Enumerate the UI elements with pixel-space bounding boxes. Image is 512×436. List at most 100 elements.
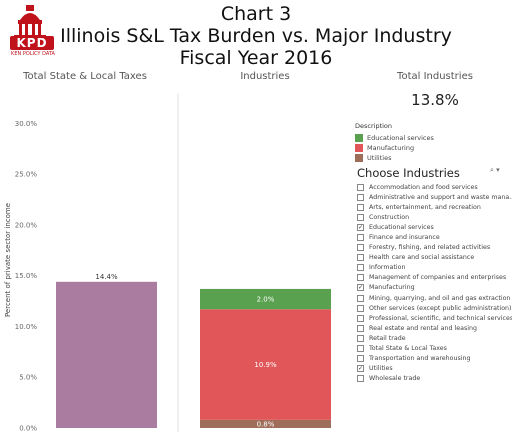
legend-label: Utilities [367,154,392,162]
checkbox-unchecked[interactable] [357,244,364,252]
filter-item-label: Professional, scientific, and technical … [369,314,512,322]
filter-item-label: Accommodation and food services [369,183,478,191]
right-panel-title: Total Industries [397,71,473,82]
filter-item[interactable]: Other services (except public administra… [357,303,512,313]
filter-item-label: Educational services [369,223,434,231]
legend-swatch [355,144,363,152]
filter-item[interactable]: Transportation and warehousing [357,354,512,364]
logo-text: KPD [10,36,54,50]
filter-item-label: Retail trade [369,334,406,342]
filter-item[interactable]: Administrative and support and waste man… [357,192,512,202]
filter-item-label: Finance and insurance [369,234,440,242]
stacked-segment-manufacturing[interactable] [200,309,331,420]
chart-title-line2: Illinois S&L Tax Burden vs. Major Indust… [60,25,452,47]
checkbox-unchecked[interactable] [357,193,364,201]
legend: Description Educational services Manufact… [355,122,434,163]
segment-data-label: 0.8% [257,420,275,428]
filter-item[interactable]: Professional, scientific, and technical … [357,313,512,323]
checkbox-unchecked[interactable] [357,274,364,282]
stacked-segment-educational-services[interactable] [200,288,331,310]
stacked-segment-utilities[interactable] [200,419,331,428]
filter-item-label: Forestry, fishing, and related activitie… [369,244,491,252]
y-tick-label: 25.0% [15,171,38,179]
left-panel-title: Total State & Local Taxes [23,71,147,82]
filter-item[interactable]: Wholesale trade [357,374,512,384]
filter-item[interactable]: Management of companies and enterprises [357,273,512,283]
filter-item-label: Administrative and support and waste man… [369,193,512,201]
filter-item[interactable]: ✓ Educational services [357,222,512,232]
bar-total-state-local-taxes[interactable] [56,281,157,428]
legend-item[interactable]: Educational services [355,133,434,143]
checkbox-unchecked[interactable] [357,203,364,211]
checkbox-checked[interactable]: ✓ [357,223,364,231]
checkbox-unchecked[interactable] [357,234,364,242]
filter-item[interactable]: Retail trade [357,333,512,343]
y-tick-label: 5.0% [19,374,37,382]
filter-item[interactable]: Finance and insurance [357,232,512,242]
filter-item-label: Arts, entertainment, and recreation [369,203,481,211]
checkbox-unchecked[interactable] [357,375,364,383]
y-tick-label: 20.0% [15,221,38,229]
filter-item[interactable]: Real estate and rental and leasing [357,323,512,333]
filter-item[interactable]: Information [357,263,512,273]
bars: 14.4% 0.8% 10.9% 2.0% [56,273,331,428]
filter-item-label: Wholesale trade [369,375,421,383]
filter-item-label: Utilities [369,365,393,373]
y-axis-title: Percent of private sector income [4,203,12,317]
filter-item-label: Mining, quarrying, and oil and gas extra… [369,294,511,302]
legend-item[interactable]: Utilities [355,153,434,163]
filter-item[interactable]: Health care and social assistance [357,253,512,263]
checkbox-unchecked[interactable] [357,254,364,262]
middle-panel-title: Industries [240,71,290,82]
filter-list: Accommodation and food services Administr… [357,182,512,384]
y-tick-label: 0.0% [19,425,37,433]
checkbox-unchecked[interactable] [357,264,364,272]
legend-swatch [355,134,363,142]
chart-title-line1: Chart 3 [220,3,292,25]
checkbox-unchecked[interactable] [357,294,364,302]
filter-item-label: Information [369,264,406,272]
filter-item-label: Management of companies and enterprises [369,274,507,282]
segment-data-label: 2.0% [257,296,275,304]
filter-item[interactable]: Construction [357,212,512,222]
legend-item[interactable]: Manufacturing [355,143,434,153]
filter-title: Choose Industries [357,166,460,180]
filter-item-label: Manufacturing [369,284,415,292]
legend-swatch [355,154,363,162]
y-tick-label: 30.0% [15,120,38,128]
filter-item[interactable]: ✓ Utilities [357,364,512,374]
checkbox-checked[interactable]: ✓ [357,365,364,373]
bar-data-label: 14.4% [95,273,118,281]
y-tick-label: 10.0% [15,323,38,331]
checkbox-unchecked[interactable] [357,355,364,363]
checkbox-checked[interactable]: ✓ [357,284,364,292]
filter-item-label: Health care and social assistance [369,254,475,262]
logo-subtitle: KEN POLICY DATA [11,51,55,57]
segment-data-label: 10.9% [254,361,277,369]
legend-label: Educational services [367,134,434,142]
y-axis: 0.0% 5.0% 10.0% 15.0% 20.0% 25.0% 30.0% [15,120,38,433]
filter-item[interactable]: Accommodation and food services [357,182,512,192]
filter-item-label: Transportation and warehousing [369,355,471,363]
y-tick-label: 15.0% [15,272,38,280]
filter-item-label: Construction [369,213,410,221]
legend-label: Manufacturing [367,144,415,152]
filter-item[interactable]: ✓ Manufacturing [357,283,512,293]
legend-title: Description [355,122,393,130]
checkbox-unchecked[interactable] [357,314,364,322]
checkbox-unchecked[interactable] [357,304,364,312]
chart-title-line3: Fiscal Year 2016 [179,47,333,69]
search-icon[interactable]: ⌕ ▾ [490,166,500,174]
checkbox-unchecked[interactable] [357,324,364,332]
checkbox-unchecked[interactable] [357,183,364,191]
filter-item-label: Other services (except public administra… [369,304,512,312]
checkbox-unchecked[interactable] [357,213,364,221]
filter-item[interactable]: Mining, quarrying, and oil and gas extra… [357,293,512,303]
filter-item[interactable]: Arts, entertainment, and recreation [357,202,512,212]
checkbox-unchecked[interactable] [357,345,364,353]
total-industries-value: 13.8% [411,91,459,109]
checkbox-unchecked[interactable] [357,334,364,342]
filter-item[interactable]: Total State & Local Taxes [357,344,512,354]
filter-item[interactable]: Forestry, fishing, and related activitie… [357,243,512,253]
